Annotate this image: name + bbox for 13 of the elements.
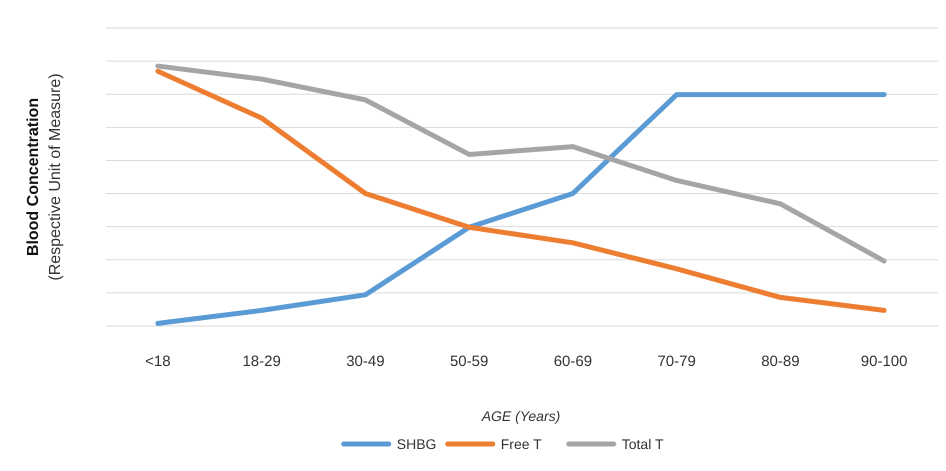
legend-label: Free T: [500, 436, 542, 452]
x-tick-label: <18: [145, 353, 171, 370]
x-tick-label: 18-29: [242, 353, 281, 370]
legend-label: Total T: [622, 436, 664, 452]
y-axis-title: Blood Concentration (Respective Unit of Measure): [25, 73, 64, 281]
x-tick-label: 70-79: [657, 353, 696, 370]
x-tick-label: 50-59: [450, 353, 488, 370]
x-tick-label: 90-100: [860, 353, 908, 370]
x-tick-label: 60-69: [554, 353, 592, 370]
x-axis-title: AGE (Years): [480, 408, 560, 424]
x-tick-label: 80-89: [761, 353, 800, 370]
legend-label: SHBG: [396, 436, 436, 452]
x-tick-label: 30-49: [346, 353, 385, 370]
